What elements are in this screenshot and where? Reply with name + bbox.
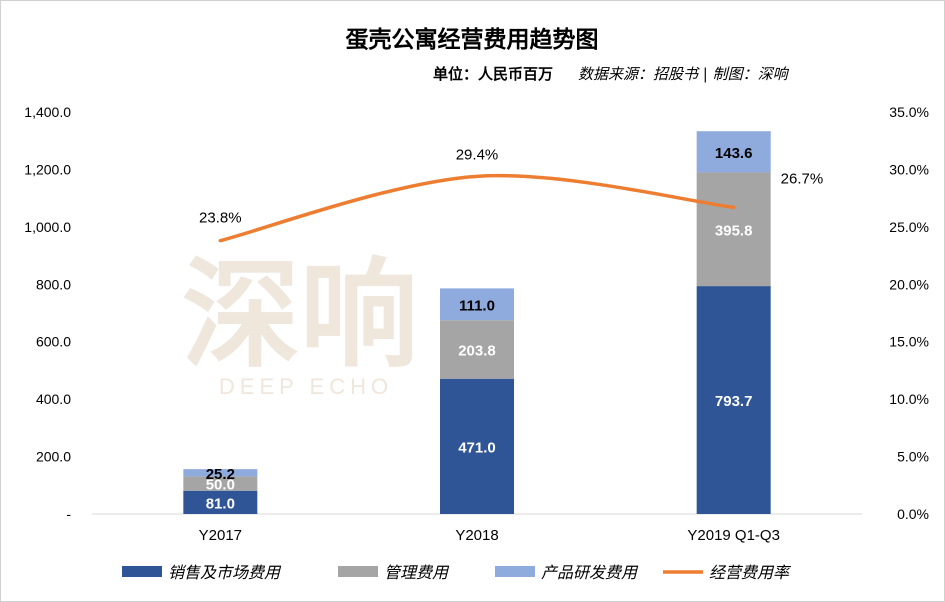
y-left-tick-label: 1,400.0 bbox=[24, 104, 71, 120]
y-left-tick-label: 400.0 bbox=[36, 391, 71, 407]
bar-data-label: 81.0 bbox=[206, 495, 235, 512]
bar-segment bbox=[696, 131, 771, 173]
y-right-tick-label: 5.0% bbox=[897, 449, 929, 465]
y-right-tick-label: 30.0% bbox=[889, 161, 929, 177]
bar-segment bbox=[440, 378, 514, 514]
legend-label: 产品研发费用 bbox=[541, 563, 639, 582]
y-right-tick-label: 20.0% bbox=[889, 276, 929, 292]
bar-segment bbox=[183, 490, 258, 514]
y-left-tick-label: 1,200.0 bbox=[24, 161, 71, 177]
watermark-en: DEEP ECHO bbox=[219, 374, 393, 399]
x-tick-label: Y2018 bbox=[455, 527, 498, 544]
legend-swatch bbox=[338, 566, 378, 577]
y-left-tick-label: - bbox=[66, 506, 71, 522]
y-left-tick-label: 600.0 bbox=[36, 334, 71, 350]
bar-segment bbox=[440, 320, 514, 379]
line-data-label: 26.7% bbox=[781, 171, 824, 188]
line-data-label: 23.8% bbox=[199, 210, 242, 227]
bar-data-label: 793.7 bbox=[715, 393, 753, 410]
legend-label: 管理费用 bbox=[384, 563, 450, 582]
y-right-tick-label: 15.0% bbox=[889, 334, 929, 350]
legend-label: 经营费用率 bbox=[709, 563, 792, 582]
y-left-tick-label: 800.0 bbox=[36, 276, 71, 292]
bar-data-label: 395.8 bbox=[715, 222, 753, 239]
bar-data-label: 50.0 bbox=[206, 477, 235, 494]
expense-ratio-line bbox=[218, 173, 736, 243]
bar-data-label: 471.0 bbox=[458, 439, 496, 456]
bar-segment bbox=[696, 286, 771, 514]
y-right-tick-label: 10.0% bbox=[889, 391, 929, 407]
legend: 销售及市场费用 管理费用 产品研发费用 经营费用率 bbox=[122, 563, 792, 582]
bar-segment bbox=[183, 469, 258, 477]
unit-label: 单位：人民币百万 bbox=[433, 65, 553, 83]
legend-swatch bbox=[122, 566, 162, 577]
bar-data-label: 203.8 bbox=[458, 342, 496, 359]
bar-data-label: 25.2 bbox=[206, 466, 235, 483]
chart-title: 蛋壳公寓经营费用趋势图 bbox=[346, 26, 599, 53]
x-tick-label: Y2017 bbox=[199, 527, 242, 544]
bar-data-label: 143.6 bbox=[715, 145, 753, 162]
y-left-tick-label: 1,000.0 bbox=[24, 219, 71, 235]
watermark-cn: 深响 bbox=[182, 250, 418, 382]
legend-swatch bbox=[495, 566, 535, 577]
y-right-tick-label: 35.0% bbox=[889, 104, 929, 120]
bar-segment bbox=[696, 172, 771, 287]
y-right-tick-label: 25.0% bbox=[889, 219, 929, 235]
x-tick-label: Y2019 Q1-Q3 bbox=[687, 527, 780, 544]
source-label: 数据来源：招股书 | 制图：深响 bbox=[578, 65, 790, 83]
bar-segment bbox=[440, 288, 514, 321]
y-right-tick-label: 0.0% bbox=[897, 506, 929, 522]
y-left-tick-label: 200.0 bbox=[36, 449, 71, 465]
bar-segment bbox=[183, 476, 258, 491]
line-data-label: 29.4% bbox=[456, 146, 499, 163]
bar-data-label: 111.0 bbox=[459, 297, 495, 314]
legend-label: 销售及市场费用 bbox=[168, 563, 282, 582]
